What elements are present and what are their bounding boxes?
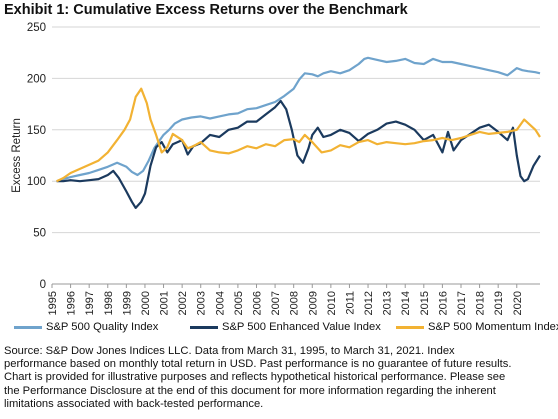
- x-tick-label: 1995: [47, 291, 59, 315]
- source-note: Source: S&P Dow Jones Indices LLC. Data …: [4, 345, 556, 411]
- x-tick-label: 2014: [400, 291, 412, 315]
- legend-swatch-momentum: [396, 325, 424, 329]
- y-tick-label: 150: [27, 125, 46, 137]
- x-tick-label: 1999: [121, 291, 133, 315]
- legend-label-momentum: S&P 500 Momentum Index: [428, 321, 558, 333]
- x-tick-label: 2018: [475, 291, 487, 315]
- x-tick-label: 2016: [437, 291, 449, 315]
- x-tick-label: 2005: [233, 291, 245, 315]
- x-tick-label: 2012: [363, 291, 375, 315]
- source-line: Source: S&P Dow Jones Indices LLC. Data …: [4, 345, 455, 357]
- source-line: limitations associated with back-tested …: [4, 397, 264, 410]
- series-line-momentum: [56, 87, 541, 183]
- legend-swatch-enhanced-value: [190, 325, 218, 329]
- y-tick-label: 200: [27, 73, 46, 85]
- x-tick-label: 2001: [159, 291, 171, 315]
- y-axis-title: Excess Return: [11, 118, 23, 193]
- y-tick-label: 50: [33, 228, 46, 240]
- y-tick-label: 100: [27, 176, 46, 188]
- x-tick-label: 2007: [270, 291, 282, 315]
- chart-legend: S&P 500 Quality Index S&P 500 Enhanced V…: [0, 321, 558, 339]
- x-tick-label: 2000: [140, 291, 152, 315]
- source-line: Chart is provided for illustrative purpo…: [4, 371, 506, 384]
- x-tick-label: 2013: [382, 291, 394, 315]
- legend-label-quality: S&P 500 Quality Index: [46, 321, 159, 333]
- chart-title: Exhibit 1: Cumulative Excess Returns ove…: [4, 2, 408, 18]
- x-tick-label: 2006: [251, 291, 263, 315]
- legend-label-enhanced-value: S&P 500 Enhanced Value Index: [222, 321, 381, 333]
- series-line-quality: [56, 56, 541, 183]
- x-tick-label: 1998: [103, 291, 115, 315]
- series-line-enhanced-value: [56, 99, 541, 209]
- legend-item-quality: S&P 500 Quality Index: [14, 321, 158, 333]
- legend-item-enhanced-value: S&P 500 Enhanced Value Index: [190, 321, 381, 333]
- x-tick-label: 2008: [289, 291, 301, 315]
- x-tick-label: 2004: [214, 291, 226, 315]
- x-tick-label: 1997: [84, 291, 96, 315]
- y-tick-label: 250: [27, 22, 46, 34]
- x-tick-label: 2017: [456, 291, 468, 315]
- source-line: performance based on monthly total retur…: [4, 358, 512, 371]
- x-tick-label: 1996: [66, 291, 78, 315]
- line-chart: 0 50 100 150 200 250 1995 1996 1997 1998 1999 2000 2…: [11, 22, 541, 315]
- x-tick-label: 2019: [493, 291, 505, 315]
- y-tick-label: 0: [40, 279, 46, 291]
- x-tick-label: 2003: [196, 291, 208, 315]
- x-tick-label: 2020: [512, 291, 524, 315]
- source-line: the Performance Disclosure at the end of…: [4, 384, 496, 397]
- x-tick-label: 2015: [419, 291, 431, 315]
- legend-item-momentum: S&P 500 Momentum Index: [396, 321, 558, 333]
- x-tick-label: 2009: [307, 291, 319, 315]
- x-tick-label: 2011: [344, 291, 356, 315]
- x-tick-label: 2002: [177, 291, 189, 315]
- legend-swatch-quality: [14, 325, 42, 329]
- x-tick-label: 2010: [326, 291, 338, 315]
